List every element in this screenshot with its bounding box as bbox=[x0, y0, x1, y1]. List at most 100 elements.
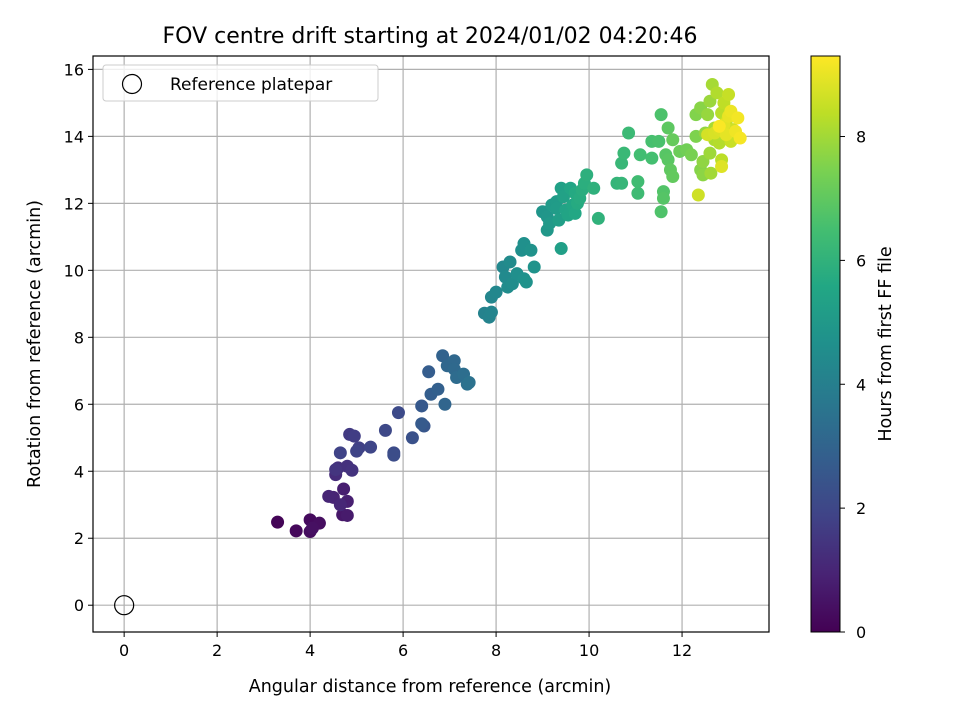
chart-title: FOV centre drift starting at 2024/01/02 … bbox=[163, 24, 698, 49]
data-point bbox=[438, 397, 452, 411]
data-point bbox=[527, 260, 541, 274]
data-point bbox=[661, 121, 675, 135]
data-point bbox=[289, 524, 303, 538]
x-axis-label: Angular distance from reference (arcmin) bbox=[249, 677, 612, 697]
legend-open-circle-marker bbox=[121, 73, 143, 95]
colorbar-tick-label: 0 bbox=[856, 623, 866, 642]
data-point bbox=[345, 463, 359, 477]
data-point bbox=[617, 146, 631, 160]
data-point bbox=[615, 156, 629, 170]
reference-marker-layer bbox=[114, 595, 135, 616]
data-point bbox=[391, 406, 405, 420]
data-point bbox=[652, 134, 666, 148]
legend-entry-label: Reference platepar bbox=[170, 75, 332, 95]
y-tick-label: 8 bbox=[74, 328, 84, 347]
data-point bbox=[436, 349, 450, 363]
data-point bbox=[568, 206, 582, 220]
x-tick-label: 10 bbox=[579, 641, 599, 660]
data-point bbox=[704, 166, 718, 180]
data-point bbox=[691, 188, 705, 202]
x-tick-label: 4 bbox=[305, 641, 315, 660]
y-tick-label: 16 bbox=[64, 60, 84, 79]
colorbar-tick-label: 6 bbox=[856, 251, 866, 270]
data-point bbox=[333, 446, 347, 460]
legend-box bbox=[102, 64, 379, 102]
y-tick-label: 12 bbox=[64, 194, 84, 213]
data-point bbox=[631, 175, 645, 189]
x-tick-label: 8 bbox=[491, 641, 501, 660]
data-point bbox=[710, 86, 724, 100]
data-point bbox=[654, 108, 668, 122]
data-point bbox=[666, 133, 680, 147]
x-tick-label: 0 bbox=[119, 641, 129, 660]
x-tick-label: 6 bbox=[398, 641, 408, 660]
colorbar-ticks: 0 2 4 6 8 bbox=[840, 128, 866, 642]
data-point bbox=[505, 277, 519, 291]
data-point bbox=[656, 191, 670, 205]
data-point bbox=[489, 285, 503, 299]
data-point bbox=[415, 417, 429, 431]
data-point bbox=[329, 463, 343, 477]
data-point bbox=[340, 508, 354, 522]
data-point bbox=[615, 176, 629, 190]
colorbar-tick-label: 2 bbox=[856, 499, 866, 518]
data-point bbox=[524, 243, 538, 257]
data-point bbox=[731, 111, 745, 125]
data-point bbox=[322, 489, 336, 503]
colorbar bbox=[810, 55, 841, 633]
data-point bbox=[645, 151, 659, 165]
data-point bbox=[587, 181, 601, 195]
y-tick-label: 10 bbox=[64, 261, 84, 280]
colorbar-tick-label: 4 bbox=[856, 375, 866, 394]
data-point bbox=[350, 444, 364, 458]
data-point bbox=[666, 170, 680, 184]
data-point bbox=[701, 108, 715, 122]
data-point bbox=[422, 365, 436, 379]
data-point bbox=[431, 382, 445, 396]
data-point bbox=[722, 88, 736, 102]
data-point bbox=[684, 148, 698, 162]
y-tick-label: 6 bbox=[74, 395, 84, 414]
x-tick-label: 2 bbox=[212, 641, 222, 660]
data-point bbox=[661, 153, 675, 167]
data-point bbox=[387, 448, 401, 462]
data-point bbox=[712, 119, 726, 133]
data-point bbox=[378, 423, 392, 437]
data-point bbox=[554, 242, 568, 256]
data-point bbox=[364, 440, 378, 454]
reference-platepar-marker bbox=[114, 595, 135, 616]
data-point bbox=[415, 399, 429, 413]
y-tick-label: 14 bbox=[64, 127, 84, 146]
data-point bbox=[580, 168, 594, 182]
data-point bbox=[484, 305, 498, 319]
data-point bbox=[405, 431, 419, 445]
data-point bbox=[305, 521, 319, 535]
y-axis-ticks: 0 2 4 6 8 10 12 14 16 bbox=[64, 60, 93, 615]
data-point bbox=[591, 211, 605, 225]
y-tick-label: 2 bbox=[74, 529, 84, 548]
data-point bbox=[503, 255, 517, 269]
data-point bbox=[337, 482, 351, 496]
x-tick-label: 12 bbox=[672, 641, 692, 660]
data-point bbox=[622, 126, 636, 140]
y-tick-label: 0 bbox=[74, 596, 84, 615]
data-points bbox=[271, 77, 747, 539]
data-point bbox=[271, 515, 285, 529]
data-point bbox=[703, 146, 717, 160]
grid-lines bbox=[93, 56, 769, 632]
data-point bbox=[733, 131, 747, 145]
data-point bbox=[633, 148, 647, 162]
data-point bbox=[347, 429, 361, 443]
colorbar-tick-label: 8 bbox=[856, 128, 866, 147]
data-point bbox=[519, 275, 533, 289]
y-tick-label: 4 bbox=[74, 462, 84, 481]
data-point bbox=[715, 160, 729, 174]
colorbar-label: Hours from first FF file bbox=[876, 246, 896, 441]
data-point bbox=[333, 498, 347, 512]
plot-frame bbox=[92, 55, 770, 633]
x-axis-ticks: 0 2 4 6 8 10 12 bbox=[119, 632, 692, 660]
y-axis-label: Rotation from reference (arcmin) bbox=[25, 200, 45, 488]
data-point bbox=[654, 205, 668, 219]
legend: Reference platepar bbox=[102, 64, 379, 102]
